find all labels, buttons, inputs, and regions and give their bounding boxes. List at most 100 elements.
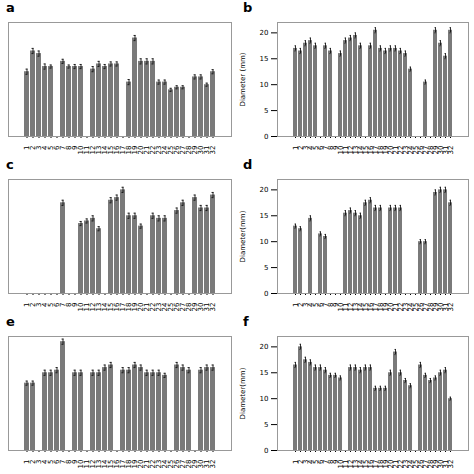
svg-text:32: 32 <box>209 303 217 312</box>
svg-text:10: 10 <box>77 145 86 155</box>
svg-text:27: 27 <box>179 302 188 312</box>
svg-text:17: 17 <box>371 145 380 155</box>
svg-text:5: 5 <box>264 264 268 272</box>
svg-text:23: 23 <box>155 302 164 312</box>
svg-text:32: 32 <box>447 303 455 312</box>
svg-text:18: 18 <box>125 302 134 312</box>
svg-text:10: 10 <box>260 395 269 403</box>
svg-text:26: 26 <box>173 145 182 155</box>
svg-text:28: 28 <box>185 145 194 155</box>
svg-text:18: 18 <box>376 145 385 155</box>
svg-text:22: 22 <box>396 145 405 155</box>
svg-text:0: 0 <box>264 447 268 455</box>
svg-text:20: 20 <box>260 29 269 37</box>
svg-text:12: 12 <box>89 145 98 155</box>
svg-text:20: 20 <box>137 145 146 155</box>
svg-text:27: 27 <box>179 145 188 155</box>
svg-text:12: 12 <box>346 145 355 155</box>
svg-text:22: 22 <box>149 302 158 312</box>
svg-text:10: 10 <box>336 145 345 155</box>
svg-text:11: 11 <box>83 302 92 312</box>
svg-text:25: 25 <box>167 302 176 312</box>
svg-text:Diameter (mm): Diameter (mm) <box>239 52 247 106</box>
svg-text:15: 15 <box>260 369 269 377</box>
svg-text:5: 5 <box>264 107 268 115</box>
svg-text:14: 14 <box>101 302 110 312</box>
html-text:b: b <box>243 0 253 15</box>
svg-text:24: 24 <box>406 145 415 155</box>
svg-text:Diameter(mm): Diameter(mm) <box>239 210 247 262</box>
svg-text:18: 18 <box>125 145 134 155</box>
svg-text:15: 15 <box>361 145 370 155</box>
svg-text:22: 22 <box>149 145 158 155</box>
svg-text:21: 21 <box>143 145 152 155</box>
svg-text:17: 17 <box>119 302 128 312</box>
svg-text:31: 31 <box>203 302 212 312</box>
svg-text:11: 11 <box>341 302 350 312</box>
svg-text:15: 15 <box>107 145 116 155</box>
svg-text:15: 15 <box>107 302 116 312</box>
svg-text:32: 32 <box>209 146 217 155</box>
svg-text:12: 12 <box>346 302 355 312</box>
html-text:a: a <box>6 0 15 15</box>
svg-text:20: 20 <box>137 302 146 312</box>
svg-text:28: 28 <box>185 302 194 312</box>
svg-text:25: 25 <box>411 145 420 155</box>
svg-text:28: 28 <box>426 145 435 155</box>
svg-text:13: 13 <box>351 302 360 312</box>
svg-text:21: 21 <box>143 302 152 312</box>
svg-text:15: 15 <box>361 302 370 312</box>
svg-text:17: 17 <box>119 145 128 155</box>
svg-text:13: 13 <box>351 145 360 155</box>
svg-text:Diameter(mm): Diameter(mm) <box>239 367 247 419</box>
svg-text:25: 25 <box>167 145 176 155</box>
svg-text:21: 21 <box>391 145 400 155</box>
svg-text:13: 13 <box>95 302 104 312</box>
svg-text:19: 19 <box>131 145 140 155</box>
svg-text:15: 15 <box>260 212 269 220</box>
svg-text:26: 26 <box>416 145 425 155</box>
svg-text:5: 5 <box>264 421 268 429</box>
svg-text:19: 19 <box>381 145 390 155</box>
svg-text:14: 14 <box>101 145 110 155</box>
svg-text:13: 13 <box>95 145 104 155</box>
html-text:d: d <box>243 157 253 172</box>
svg-text:24: 24 <box>161 145 170 155</box>
svg-text:23: 23 <box>155 145 164 155</box>
svg-text:16: 16 <box>366 302 375 312</box>
svg-text:16: 16 <box>113 302 122 312</box>
svg-text:11: 11 <box>83 145 92 155</box>
svg-text:30: 30 <box>197 145 206 155</box>
svg-text:14: 14 <box>356 302 365 312</box>
svg-text:29: 29 <box>431 145 440 155</box>
svg-text:19: 19 <box>131 302 140 312</box>
svg-text:29: 29 <box>191 145 200 155</box>
svg-text:10: 10 <box>77 302 86 312</box>
svg-text:16: 16 <box>366 145 375 155</box>
svg-text:10: 10 <box>260 238 269 246</box>
svg-text:32: 32 <box>447 460 455 469</box>
svg-text:20: 20 <box>386 145 395 155</box>
svg-text:11: 11 <box>341 145 350 155</box>
svg-text:30: 30 <box>436 145 445 155</box>
svg-text:10: 10 <box>260 81 269 89</box>
svg-text:32: 32 <box>209 460 217 469</box>
svg-text:16: 16 <box>113 145 122 155</box>
svg-text:0: 0 <box>264 133 268 141</box>
svg-text:14: 14 <box>356 145 365 155</box>
svg-text:26: 26 <box>173 302 182 312</box>
svg-text:23: 23 <box>401 145 410 155</box>
svg-text:32: 32 <box>447 146 455 155</box>
svg-text:15: 15 <box>260 55 269 63</box>
svg-text:0: 0 <box>264 290 268 298</box>
svg-text:29: 29 <box>191 302 200 312</box>
svg-text:24: 24 <box>161 302 170 312</box>
svg-text:30: 30 <box>197 302 206 312</box>
svg-text:31: 31 <box>441 145 450 155</box>
svg-text:20: 20 <box>260 343 269 351</box>
svg-text:27: 27 <box>421 145 430 155</box>
svg-text:10: 10 <box>336 302 345 312</box>
svg-text:12: 12 <box>89 302 98 312</box>
svg-text:20: 20 <box>260 186 269 194</box>
svg-text:31: 31 <box>203 145 212 155</box>
